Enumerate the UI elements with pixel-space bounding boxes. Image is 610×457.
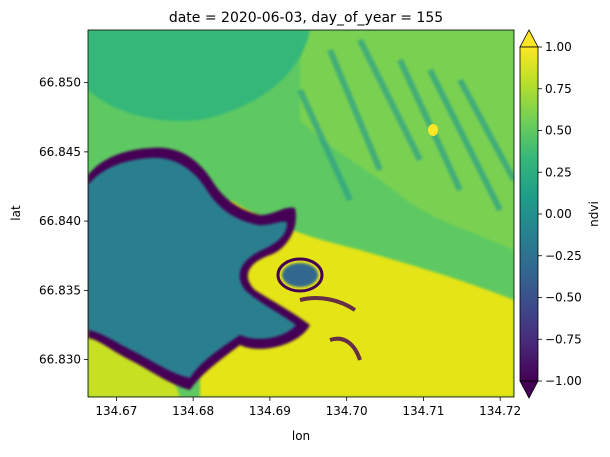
y-axis-label: lat [9,205,23,221]
drainage-channels [297,38,514,212]
y-tick-label: 66.850 [39,76,81,90]
colorbar-tick-label: 0.25 [545,165,572,179]
ndvi-raster [88,30,514,397]
x-tick-label: 134.67 [95,404,137,418]
colorbar-label: ndvi [587,201,601,227]
small-pond [282,263,318,287]
colorbar: 1.00 0.75 0.50 0.25 0.00 −0.25 −0.50 −0.75 −1.00… [519,29,601,399]
colorbar-extend-max [519,29,539,48]
colorbar-tick-label: 0.50 [545,124,572,138]
y-tick-label: 66.830 [39,353,81,367]
colorbar-tick-label: −0.25 [545,249,582,263]
small-pond-shore [276,257,324,293]
bright-spot [428,124,438,136]
colorbar-tick-label: −0.50 [545,291,582,305]
plot-frame [87,29,515,398]
x-tick-label: 134.68 [172,404,214,418]
east-dark-fragments [299,296,362,361]
y-tick-label: 66.840 [39,214,81,228]
chart-title: date = 2020-06-03, day_of_year = 155 [169,10,443,26]
x-axis-ticks: 134.67 134.68 134.69 134.70 134.71 134.72 [95,397,521,418]
x-axis-label: lon [292,429,310,443]
y-axis-ticks: 66.830 66.835 66.840 66.845 66.850 [39,76,88,367]
colorbar-tick-label: 0.75 [545,82,572,96]
colorbar-tick-label: 1.00 [545,40,572,54]
lake [88,157,296,378]
x-tick-label: 134.71 [402,404,444,418]
y-tick-label: 66.835 [39,283,81,297]
colorbar-gradient [519,46,539,382]
colorbar-extend-min [519,380,539,399]
x-tick-label: 134.69 [249,404,291,418]
x-tick-label: 134.72 [479,404,521,418]
x-tick-label: 134.70 [326,404,368,418]
north-dark-patch [88,30,310,121]
colorbar-tick-label: 0.00 [545,207,572,221]
y-tick-label: 66.845 [39,145,81,159]
colorbar-tick-label: −1.00 [545,374,582,388]
colorbar-tick-label: −0.75 [545,332,582,346]
colorbar-ticks: 1.00 0.75 0.50 0.25 0.00 −0.25 −0.50 −0.75 −1.00 [538,40,582,388]
